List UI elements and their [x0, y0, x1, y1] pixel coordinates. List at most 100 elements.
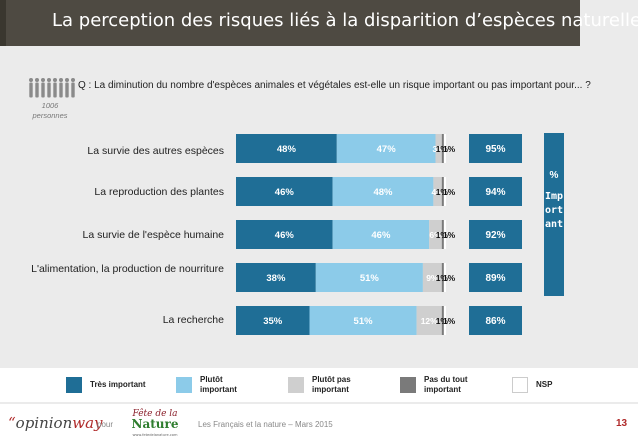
- logo-quote: “: [8, 414, 16, 432]
- category-label: La survie des autres espèces: [87, 145, 224, 157]
- category-label: L'alimentation, la production de nourrit…: [31, 263, 224, 275]
- legend-label-line: important: [200, 385, 237, 394]
- legend-label-line: Plutôt pas: [312, 375, 351, 384]
- bar-segment-nsp: [443, 220, 446, 249]
- data-label-nsp: 1%: [443, 273, 456, 283]
- bar-segment-nsp: [443, 263, 446, 292]
- page-title: La perception des risques liés à la disp…: [52, 10, 638, 31]
- bar-segment-plutot-pas-important: [416, 306, 442, 335]
- legend-label-line: Très important: [90, 380, 146, 389]
- data-label-plutot-pas-important: 6%: [429, 230, 442, 240]
- bar-segment-tres-important: [236, 177, 333, 206]
- legend-label-line: important: [424, 385, 461, 394]
- bar-segment-pas-du-tout-important: [441, 263, 444, 292]
- total-important-label: 94%: [485, 187, 505, 198]
- important-label: Important: [544, 191, 564, 230]
- page-number: 13: [616, 418, 628, 429]
- data-label-plutot-important: 51%: [360, 273, 380, 284]
- total-important-box: [469, 220, 522, 249]
- bar-segment-pas-du-tout-important: [441, 134, 444, 163]
- legend-label-line: NSP: [536, 380, 553, 389]
- bar-segment-plutot-pas-important: [422, 263, 442, 292]
- partner-line-1: Fête de la: [131, 408, 177, 419]
- data-label-pas-du-tout-important: 1%: [436, 316, 449, 326]
- bar-segment-tres-important: [236, 306, 310, 335]
- category-label: La survie de l'espèce humaine: [82, 229, 224, 241]
- data-label-nsp: 1%: [443, 187, 456, 197]
- legend-swatch-pas-du-tout-important: [400, 377, 416, 393]
- total-important-box: [469, 134, 522, 163]
- legend-label-line: Plutôt: [200, 375, 223, 384]
- data-label-tres-important: 38%: [266, 273, 286, 284]
- legend-label: NSP: [536, 380, 552, 390]
- data-label-nsp: 1%: [443, 230, 456, 240]
- total-important-label: 95%: [485, 144, 505, 155]
- data-label-nsp: 1%: [443, 316, 456, 326]
- data-label-plutot-pas-important: 4%: [431, 187, 444, 197]
- sample-count: 1006: [41, 101, 59, 110]
- data-label-pas-du-tout-important: 1%: [436, 273, 449, 283]
- bar-segment-nsp: [443, 177, 446, 206]
- data-label-plutot-pas-important: 9%: [426, 273, 439, 283]
- partner-url: www.fetedelanature.com: [132, 433, 178, 437]
- data-label-plutot-pas-important: 12%: [421, 316, 438, 326]
- pour-label: pour: [97, 420, 114, 429]
- bar-segment-plutot-important: [332, 177, 434, 206]
- total-important-box: [469, 263, 522, 292]
- legend-label: Plutôt important: [200, 375, 237, 395]
- data-label-plutot-important: 46%: [371, 230, 391, 241]
- logo-text: opinion: [15, 414, 73, 432]
- bar-segment-tres-important: [236, 134, 337, 163]
- total-important-label: 92%: [485, 230, 505, 241]
- data-label-tres-important: 35%: [263, 316, 283, 327]
- data-label-plutot-important: 47%: [377, 144, 397, 155]
- legend-label-line: Pas du tout: [424, 375, 468, 384]
- data-label-nsp: 1%: [443, 144, 456, 154]
- fete-de-la-nature-logo: Fête de la Nature www.fetedelanature.com: [131, 408, 178, 437]
- legend-swatch-plutot-pas-important: [288, 377, 304, 393]
- category-label: La reproduction des plantes: [94, 186, 224, 198]
- data-label-tres-important: 48%: [277, 144, 297, 155]
- logo-accent: way: [72, 414, 103, 432]
- people-icon: [29, 78, 75, 98]
- question-text: Q : La diminution du nombre d'espèces an…: [78, 80, 591, 91]
- legend: Très important Plutôt important Plutôt p…: [0, 368, 638, 402]
- bar-segment-pas-du-tout-important: [441, 177, 444, 206]
- total-important-box: [469, 306, 522, 335]
- bar-segment-pas-du-tout-important: [441, 306, 444, 335]
- bar-segment-tres-important: [236, 263, 316, 292]
- bar-segment-plutot-important: [336, 134, 436, 163]
- legend-label-line: important: [312, 385, 349, 394]
- total-important-box: [469, 177, 522, 206]
- legend-label: Plutôt pas important: [312, 375, 351, 395]
- important-percent-sign: %: [549, 170, 559, 181]
- legend-label: Très important: [90, 380, 146, 390]
- legend-swatch-tres-important: [66, 377, 82, 393]
- footer: [0, 404, 638, 442]
- bar-segment-plutot-important: [309, 306, 417, 335]
- bar-segment-plutot-important: [332, 220, 430, 249]
- footnote: Les Français et la nature – Mars 2015: [198, 420, 333, 429]
- data-label-pas-du-tout-important: 1%: [436, 144, 449, 154]
- total-important-label: 89%: [485, 273, 505, 284]
- bar-segment-nsp: [443, 134, 446, 163]
- legend-label: Pas du tout important: [424, 375, 468, 395]
- title-bar: [0, 0, 580, 46]
- data-label-pas-du-tout-important: 1%: [436, 230, 449, 240]
- data-label-plutot-pas-important: 3%: [433, 144, 446, 154]
- sample-unit: personnes: [32, 111, 68, 120]
- data-label-tres-important: 46%: [275, 230, 295, 241]
- data-label-pas-du-tout-important: 1%: [436, 187, 449, 197]
- bar-segment-nsp: [443, 306, 446, 335]
- opinionway-logo: “opinionway: [8, 414, 103, 432]
- important-header: [544, 133, 564, 296]
- legend-swatch-nsp: [512, 377, 528, 393]
- bar-segment-plutot-pas-important: [429, 220, 442, 249]
- bar-segment-plutot-pas-important: [435, 134, 442, 163]
- data-label-tres-important: 46%: [275, 187, 295, 198]
- sample-size: 1006 personnes: [22, 101, 78, 121]
- total-important-label: 86%: [485, 316, 505, 327]
- category-label: La recherche: [162, 314, 224, 326]
- bar-segment-pas-du-tout-important: [441, 220, 444, 249]
